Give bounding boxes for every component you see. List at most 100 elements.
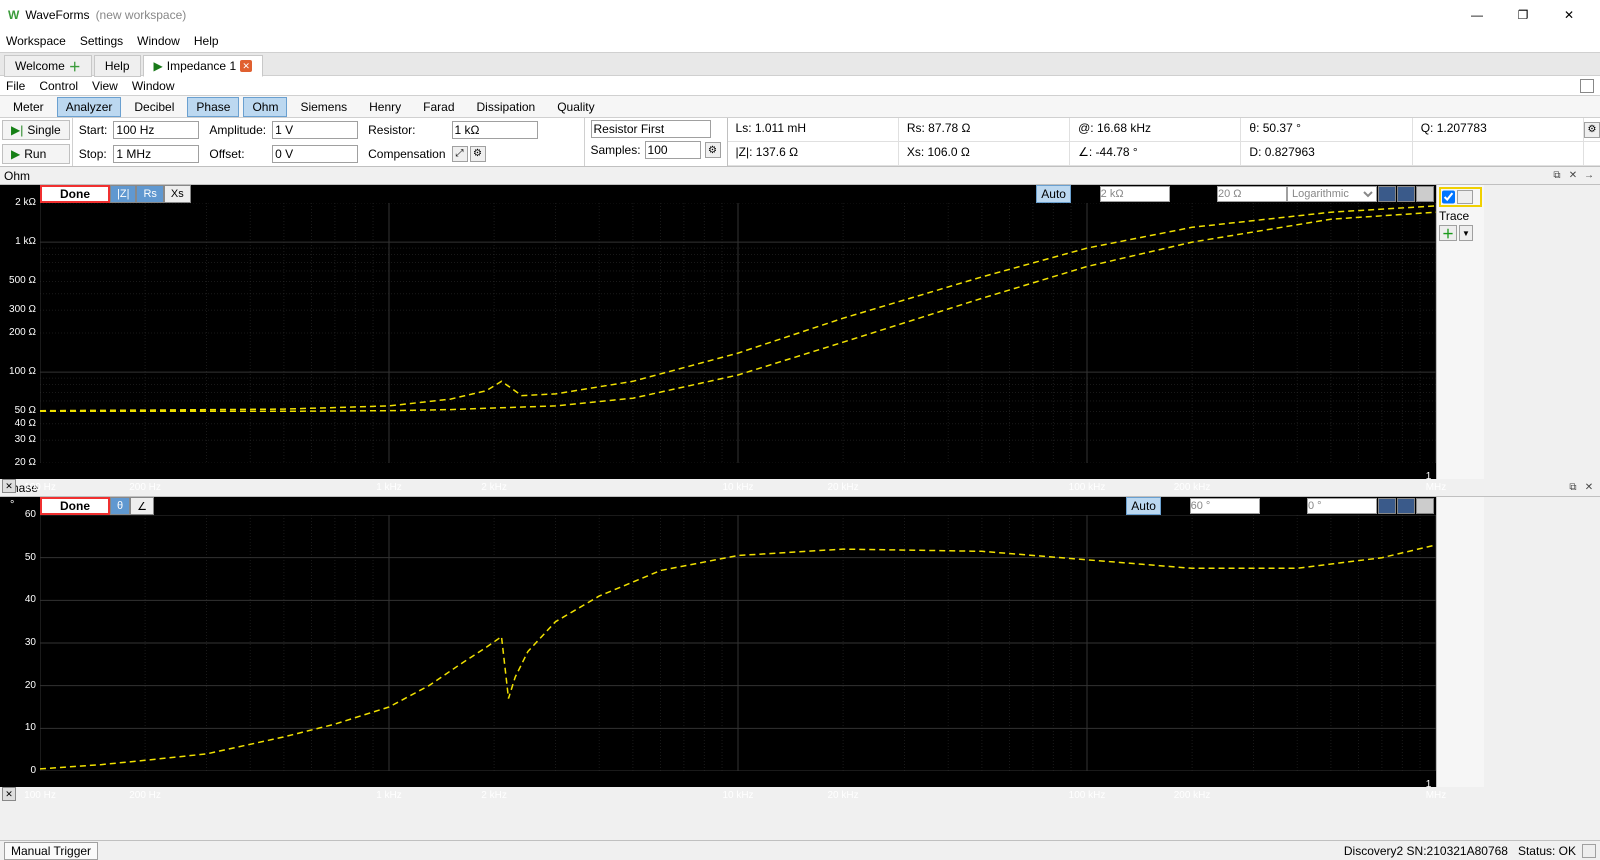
phase-auto-button[interactable]: Auto [1126,497,1161,515]
manual-trigger-button[interactable]: Manual Trigger [4,842,98,860]
ohm-panel-arrow-icon[interactable]: → [1582,169,1596,183]
trace-gear-icon[interactable] [1457,190,1473,204]
ohm-auto-button[interactable]: Auto [1036,185,1071,203]
tab-close-icon[interactable]: ✕ [240,60,252,72]
instrument-menubar: File Control View Window [0,76,1600,96]
single-button[interactable]: ▶|Single [2,120,70,140]
compensation-gear-icon[interactable]: ⚙ [470,146,486,162]
status-bar: Manual Trigger Discovery2 SN:210321A8076… [0,840,1600,860]
ohm-panel-restore-icon[interactable]: ⧉ [1550,169,1564,183]
mode-dissipation[interactable]: Dissipation [468,97,545,117]
mode-farad[interactable]: Farad [414,97,463,117]
ohm-tool2-icon[interactable] [1397,186,1415,202]
mode-siemens[interactable]: Siemens [291,97,356,117]
phase-done-badge: Done [40,497,110,515]
menu-window[interactable]: Window [137,34,180,48]
offset-input[interactable] [272,145,358,163]
instrument-tabs: Welcome ＋ Help ▶ Impedance 1 ✕ [0,52,1600,76]
device-sn: Discovery2 SN:210321A80768 [1344,844,1508,858]
x-axis-close-icon[interactable]: ✕ [2,787,16,801]
ohm-panel-title: Ohm ⧉ ✕ → [0,167,1600,185]
meas-gear-icon[interactable]: ⚙ [1584,122,1600,138]
ohm-top-input[interactable] [1100,186,1170,202]
ohm-done-badge: Done [40,185,110,203]
mode-phase[interactable]: Phase [187,97,239,117]
status-gear-icon[interactable] [1582,844,1596,858]
workspace-name: (new workspace) [96,8,187,22]
phase-top-label: Top: [1164,499,1187,513]
ohm-btn-z[interactable]: |Z| [110,185,136,203]
mode-decibel[interactable]: Decibel [125,97,183,117]
ohm-panel-close-icon[interactable]: ✕ [1566,169,1580,183]
run-button[interactable]: ▶ Run [2,144,70,164]
run-icon: ▶ [11,147,20,161]
undock-icon[interactable] [1580,79,1594,93]
phase-bottom-input[interactable] [1307,498,1377,514]
plus-icon: ＋ [69,58,81,75]
ohm-bottom-input[interactable] [1217,186,1287,202]
maximize-button[interactable]: ❐ [1500,0,1546,30]
phase-btn-angle[interactable]: ∠ [130,497,154,515]
ohm-bottom-label: Bottom: [1173,187,1214,201]
trace-add-button[interactable]: ＋ [1439,225,1457,241]
phase-top-input[interactable] [1190,498,1260,514]
minimize-button[interactable]: — [1454,0,1500,30]
meas-xs: Xs: 106.0 Ω [899,142,1070,166]
offset-label: Offset: [209,147,266,161]
ohm-btn-xs[interactable]: Xs [164,185,191,203]
phase-tool1-icon[interactable] [1378,498,1396,514]
menu-settings[interactable]: Settings [80,34,123,48]
menu-window2[interactable]: Window [132,79,175,93]
start-input[interactable] [113,121,199,139]
mode-analyzer[interactable]: Analyzer [57,97,122,117]
mode-henry[interactable]: Henry [360,97,410,117]
trace-sidebar: Trace ＋ ▼ [1436,185,1484,479]
ohm-top-label: Top: [1074,187,1097,201]
menu-help[interactable]: Help [194,34,219,48]
tab-impedance[interactable]: ▶ Impedance 1 ✕ [143,55,264,77]
close-button[interactable]: ✕ [1546,0,1592,30]
samples-gear-icon[interactable]: ⚙ [705,142,721,158]
tab-welcome[interactable]: Welcome ＋ [4,55,92,77]
mode-quality[interactable]: Quality [548,97,603,117]
titlebar: W WaveForms (new workspace) — ❐ ✕ [0,0,1600,30]
tab-help-label: Help [105,59,130,73]
trace-dropdown-icon[interactable]: ▼ [1459,225,1473,241]
mode-ohm[interactable]: Ohm [243,97,287,117]
compensation-mode-icon[interactable]: ⤢ [452,146,468,162]
phase-bottom-label: Bottom: [1263,499,1304,513]
x-axis-close-icon[interactable]: ✕ [2,479,16,493]
ohm-toolbar-right: Auto Top: Bottom: Logarithmic [1036,185,1434,203]
tab-help[interactable]: Help [94,55,141,77]
status-text: Status: OK [1518,844,1576,858]
phase-panel-close-icon[interactable]: ✕ [1582,481,1596,495]
menu-control[interactable]: Control [39,79,78,93]
single-label: Single [27,123,60,137]
ohm-scale-select[interactable]: Logarithmic [1287,186,1377,202]
menu-workspace[interactable]: Workspace [6,34,66,48]
resistor-order-select[interactable] [591,120,711,138]
ohm-tool3-icon[interactable] [1416,186,1434,202]
tab-welcome-label: Welcome [15,59,65,73]
phase-panel-title: Phase ⧉ ✕ [0,479,1600,497]
amplitude-input[interactable] [272,121,358,139]
phase-tool3-icon[interactable] [1416,498,1434,514]
meas-z: |Z|: 137.6 Ω [728,142,899,166]
samples-input[interactable] [645,141,701,159]
resistor-input[interactable] [452,121,538,139]
phase-panel-restore-icon[interactable]: ⧉ [1566,481,1580,495]
meas-rs: Rs: 87.78 Ω [899,118,1070,142]
phase-btn-theta[interactable]: θ [110,497,130,515]
stop-input[interactable] [113,145,199,163]
ohm-panel-label: Ohm [4,169,30,183]
app-logo-icon: W [8,8,19,22]
phase-tool2-icon[interactable] [1397,498,1415,514]
menu-view[interactable]: View [92,79,118,93]
menu-file[interactable]: File [6,79,25,93]
ohm-btn-rs[interactable]: Rs [136,185,163,203]
ohm-tool1-icon[interactable] [1378,186,1396,202]
trace-checkbox[interactable] [1442,190,1455,204]
mode-meter[interactable]: Meter [4,97,53,117]
run-label: Run [24,147,46,161]
meas-d: D: 0.827963 [1241,142,1412,166]
